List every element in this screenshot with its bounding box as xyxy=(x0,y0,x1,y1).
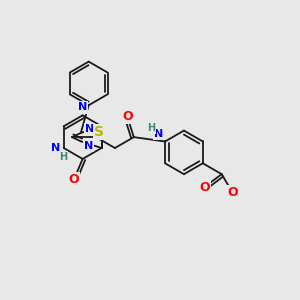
Text: O: O xyxy=(199,181,209,194)
Text: S: S xyxy=(94,125,104,139)
Text: N: N xyxy=(154,129,164,139)
Text: H: H xyxy=(147,123,155,133)
Text: N: N xyxy=(51,143,61,153)
Text: N: N xyxy=(85,124,94,134)
Text: O: O xyxy=(122,110,133,123)
Text: N: N xyxy=(84,141,93,151)
Text: N: N xyxy=(78,102,87,112)
Text: O: O xyxy=(69,173,79,186)
Text: O: O xyxy=(227,186,238,199)
Text: H: H xyxy=(59,152,67,162)
